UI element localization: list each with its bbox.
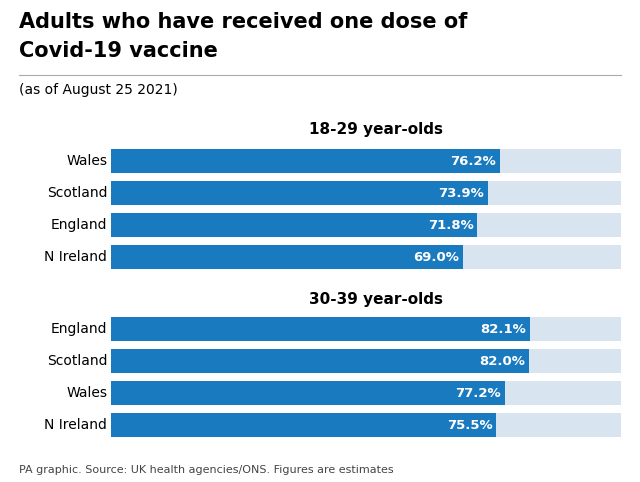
Bar [111,317,530,341]
Text: England: England [51,218,108,232]
Text: 82.1%: 82.1% [480,322,526,335]
Text: N Ireland: N Ireland [44,418,108,432]
Text: England: England [51,322,108,336]
Bar [111,245,463,269]
Bar [111,181,621,205]
Bar [111,349,529,373]
Bar [111,149,621,173]
Text: Scotland: Scotland [47,354,108,368]
Text: 82.0%: 82.0% [479,355,525,368]
Text: Covid-19 vaccine: Covid-19 vaccine [19,41,218,61]
Text: 30-39 year-olds: 30-39 year-olds [309,292,444,307]
Bar [111,213,621,237]
Text: Wales: Wales [67,154,108,168]
Text: 18-29 year-olds: 18-29 year-olds [309,122,444,137]
Text: 75.5%: 75.5% [447,418,492,431]
Bar [111,381,621,405]
Text: 77.2%: 77.2% [456,387,501,400]
Bar [111,245,621,269]
Text: Wales: Wales [67,386,108,400]
Text: N Ireland: N Ireland [44,250,108,264]
Text: 76.2%: 76.2% [450,155,496,168]
Bar [111,349,621,373]
Bar [111,381,505,405]
Bar [111,413,621,437]
Bar [111,181,488,205]
Text: 73.9%: 73.9% [438,187,484,200]
Text: (as of August 25 2021): (as of August 25 2021) [19,83,178,97]
Text: PA graphic. Source: UK health agencies/ONS. Figures are estimates: PA graphic. Source: UK health agencies/O… [19,465,394,475]
Text: Adults who have received one dose of: Adults who have received one dose of [19,12,468,32]
Bar [111,149,500,173]
Bar [111,213,477,237]
Bar [111,413,496,437]
Text: 69.0%: 69.0% [413,251,460,264]
Text: Scotland: Scotland [47,186,108,200]
Bar [111,317,621,341]
Text: 71.8%: 71.8% [428,219,474,232]
